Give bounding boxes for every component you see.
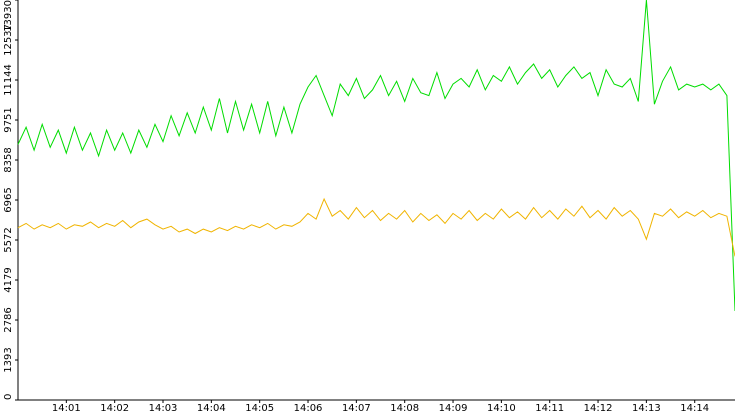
series-line — [17, 197, 735, 257]
x-tick-label: 14:05 — [245, 403, 274, 414]
y-tick-label: 4179 — [3, 267, 14, 292]
x-tick-label: 14:13 — [632, 403, 661, 414]
y-tick-label: 1393 — [3, 347, 14, 372]
y-tick-label: 13930 — [3, 0, 14, 32]
series-line — [17, 0, 735, 312]
x-tick-label: 14:11 — [535, 403, 564, 414]
x-tick-label: 14:06 — [294, 403, 323, 414]
x-tick-label: 14:02 — [100, 403, 129, 414]
x-tick-label: 14:07 — [342, 403, 371, 414]
y-tick-label: 11144 — [3, 64, 14, 96]
y-tick-label: 12537 — [3, 24, 14, 56]
x-tick-label: 14:03 — [149, 403, 178, 414]
y-tick-label: 8358 — [3, 147, 14, 172]
y-tick-label: 6965 — [3, 187, 14, 212]
x-tick-label: 14:09 — [439, 403, 468, 414]
x-tick-label: 14:10 — [487, 403, 516, 414]
x-tick-label: 14:01 — [52, 403, 81, 414]
y-tick-label: 0 — [3, 394, 14, 400]
y-tick-label: 2786 — [3, 307, 14, 332]
x-tick-label: 14:04 — [197, 403, 226, 414]
x-tick-label: 14:14 — [680, 403, 709, 414]
y-tick-label: 5572 — [3, 227, 14, 252]
y-tick-label: 9751 — [3, 107, 14, 132]
x-tick-label: 14:08 — [390, 403, 419, 414]
x-tick-label: 14:12 — [584, 403, 613, 414]
